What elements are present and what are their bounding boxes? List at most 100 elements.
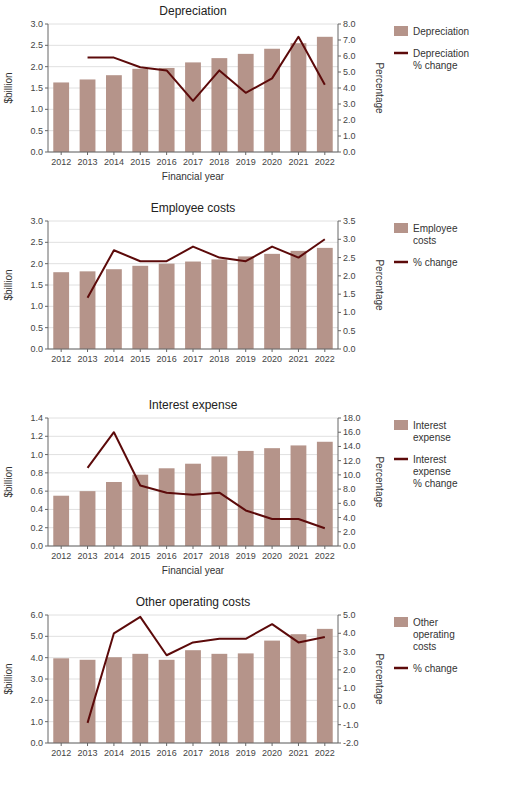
x-tick xyxy=(61,152,62,155)
x-tick xyxy=(166,546,167,549)
y2-tick-label: 0.5 xyxy=(343,326,356,336)
x-tick-label: 2022 xyxy=(315,157,335,167)
y2-tick-label: 3.0 xyxy=(343,234,356,244)
x-tick-label: 2013 xyxy=(78,157,98,167)
x-tick xyxy=(87,152,88,155)
bar xyxy=(211,58,227,152)
x-tick-label: 2013 xyxy=(78,551,98,561)
y2-tick-label: 0.0 xyxy=(343,701,356,711)
x-tick-label: 2014 xyxy=(104,551,124,561)
y2-axis-label: Percentage xyxy=(374,653,385,705)
x-tick xyxy=(166,349,167,352)
x-tick-label: 2017 xyxy=(183,748,203,758)
legend-swatch xyxy=(394,261,408,264)
legend: DepreciationDepreciation% change xyxy=(394,26,469,71)
x-tick-label: 2012 xyxy=(51,748,71,758)
y-tick-label: 3.0 xyxy=(30,674,43,684)
legend-label-line: expense xyxy=(413,432,451,443)
legend-label-line: % change xyxy=(413,663,458,674)
bar xyxy=(80,79,96,152)
bar xyxy=(317,37,333,152)
x-tick xyxy=(140,546,141,549)
y-axis-line xyxy=(48,221,49,349)
grid-line xyxy=(48,242,338,243)
bar xyxy=(106,75,122,152)
x-tick xyxy=(245,152,246,155)
y2-tick-label: 2.5 xyxy=(343,253,356,263)
y-tick-label: 6.0 xyxy=(30,610,43,620)
bar xyxy=(185,464,201,546)
chart-title: Employee costs xyxy=(151,201,236,215)
x-tick xyxy=(87,349,88,352)
bar xyxy=(317,629,333,743)
x-tick-label: 2015 xyxy=(130,748,150,758)
x-tick xyxy=(324,349,325,352)
y-axis-label: $billion xyxy=(3,269,14,300)
bar xyxy=(106,482,122,546)
legend-label: % change xyxy=(413,663,458,674)
legend-label-line: Depreciation xyxy=(413,48,469,59)
y-tick-label: 2.0 xyxy=(30,695,43,705)
y2-tick-label: 5.0 xyxy=(343,67,356,77)
bar xyxy=(291,445,307,546)
y2-tick-label: 3.0 xyxy=(343,647,356,657)
y-axis-line xyxy=(48,24,49,152)
bar xyxy=(238,653,254,743)
x-tick-label: 2018 xyxy=(209,157,229,167)
legend-swatch xyxy=(394,52,408,55)
legend-label: Interestexpense% change xyxy=(413,454,458,489)
x-tick xyxy=(324,743,325,746)
x-tick-label: 2017 xyxy=(183,157,203,167)
legend-label-line: Interest xyxy=(413,420,447,431)
x-tick xyxy=(87,546,88,549)
x-tick-label: 2020 xyxy=(262,157,282,167)
x-tick xyxy=(193,546,194,549)
bar xyxy=(53,82,69,152)
x-tick xyxy=(298,743,299,746)
x-tick xyxy=(113,349,114,352)
x-tick-label: 2014 xyxy=(104,157,124,167)
bar xyxy=(185,262,201,349)
y-axis-label: $billion xyxy=(3,72,14,103)
x-tick-label: 2014 xyxy=(104,354,124,364)
legend-label-line: Interest xyxy=(413,454,447,465)
y2-axis-line xyxy=(338,615,339,743)
legend-label: Otheroperatingcosts xyxy=(413,617,455,652)
x-tick-label: 2020 xyxy=(262,354,282,364)
y-tick-label: 0.4 xyxy=(30,504,43,514)
x-tick-label: 2022 xyxy=(315,748,335,758)
x-tick xyxy=(140,743,141,746)
bar xyxy=(132,654,148,743)
y2-axis-line xyxy=(338,418,339,546)
y-tick-label: 3.0 xyxy=(30,19,43,29)
legend-label: Interestexpense xyxy=(413,420,451,443)
x-tick-label: 2014 xyxy=(104,748,124,758)
x-tick-label: 2018 xyxy=(209,551,229,561)
x-tick xyxy=(193,152,194,155)
x-tick xyxy=(298,349,299,352)
bar xyxy=(159,468,175,546)
x-tick xyxy=(113,152,114,155)
y2-tick-label: 1.0 xyxy=(343,307,356,317)
bar xyxy=(53,496,69,546)
x-tick-label: 2015 xyxy=(130,157,150,167)
plot-marks xyxy=(53,617,332,743)
bar xyxy=(80,271,96,349)
grid-line xyxy=(48,436,338,437)
x-tick-label: 2015 xyxy=(130,354,150,364)
legend-label-line: % change xyxy=(413,257,458,268)
y2-axis-line xyxy=(338,24,339,152)
panel: Other operating costs0.01.02.03.04.05.06… xyxy=(3,595,458,758)
grid-line xyxy=(48,615,338,616)
x-tick xyxy=(272,546,273,549)
legend: Otheroperatingcosts % change xyxy=(394,617,458,674)
y2-axis-label: Percentage xyxy=(374,259,385,311)
legend-swatch xyxy=(394,458,408,461)
x-tick xyxy=(219,743,220,746)
bar xyxy=(238,54,254,152)
bar xyxy=(159,68,175,152)
line xyxy=(88,37,325,101)
chart-title: Depreciation xyxy=(159,4,226,18)
bar xyxy=(106,269,122,349)
x-tick xyxy=(193,349,194,352)
